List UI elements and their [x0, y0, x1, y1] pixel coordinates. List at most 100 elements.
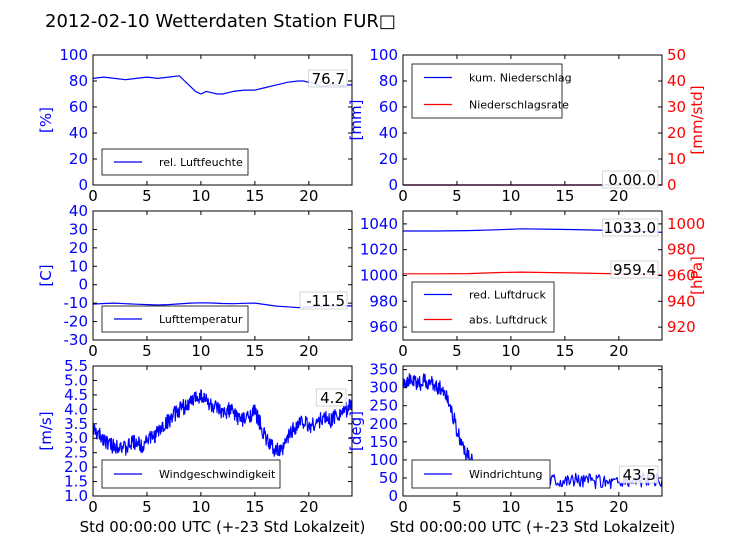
y2-tick-label-pressure-1000: 1000 [667, 215, 705, 233]
plot-frame-winddirection [402, 365, 663, 497]
value-annotation-box-temperature-0 [299, 291, 348, 310]
value-annotation-winddirection-0: 43.5 [623, 466, 656, 484]
value-annotation-box-windspeed-0 [315, 388, 347, 407]
x-tick-label-windspeed-20: 20 [299, 498, 318, 516]
x-tick-label-humidity-10: 10 [191, 187, 210, 205]
y-tick-label-humidity-60: 60 [69, 98, 88, 116]
y2-tick-label-pressure-940: 940 [667, 292, 696, 310]
y-axis-label-windspeed: [m/s] [37, 411, 55, 450]
y2-tick-label-precipitation-10: 10 [667, 150, 686, 168]
y-tick-label-windspeed-5: 5.0 [64, 371, 88, 389]
x-tick-label-precipitation-5: 5 [452, 187, 462, 205]
legend-label-pressure-0: red. Luftdruck [469, 289, 546, 302]
legend-label-winddirection-0: Windrichtung [469, 468, 542, 481]
y-tick-label-winddirection-300: 300 [369, 379, 398, 397]
plot-frame-precipitation [402, 54, 663, 186]
x-tick-label-precipitation-0: 0 [398, 187, 408, 205]
y-tick-label-precipitation-20: 20 [379, 150, 398, 168]
legend-label-precipitation-1: Niederschlagsrate [469, 99, 569, 112]
x-tick-label-winddirection-10: 10 [501, 498, 520, 516]
x-tick-label-humidity-15: 15 [245, 187, 264, 205]
y-tick-label-humidity-80: 80 [69, 72, 88, 90]
x-tick-label-pressure-15: 15 [555, 342, 574, 360]
y-tick-label-pressure-1040: 1040 [360, 215, 398, 233]
y-tick-label-precipitation-40: 40 [379, 124, 398, 142]
legend-box-pressure [411, 281, 555, 333]
x-tick-label-humidity-20: 20 [299, 187, 318, 205]
y-tick-label-winddirection-250: 250 [369, 397, 398, 415]
y2-tick-label-precipitation-30: 30 [667, 98, 686, 116]
y2-tick-label-precipitation-50: 50 [667, 46, 686, 64]
y-tick-label-windspeed-3.5: 3.5 [64, 415, 88, 433]
y-tick-label-humidity-20: 20 [69, 150, 88, 168]
x-tick-label-humidity-5: 5 [142, 187, 152, 205]
x-tick-label-humidity-0: 0 [88, 187, 98, 205]
x-tick-label-precipitation-15: 15 [555, 187, 574, 205]
x-tick-label-temperature-20: 20 [299, 342, 318, 360]
y2-tick-label-precipitation-40: 40 [667, 72, 686, 90]
y2-tick-label-precipitation-20: 20 [667, 124, 686, 142]
y-tick-label-precipitation-60: 60 [379, 98, 398, 116]
x-tick-label-temperature-0: 0 [88, 342, 98, 360]
y-tick-label-windspeed-5.5: 5.5 [64, 357, 88, 375]
figure-title: 2012-02-10 Wetterdaten Station FUR□ [45, 11, 396, 32]
y-tick-label-winddirection-200: 200 [369, 415, 398, 433]
series-line-windspeed-0 [92, 389, 353, 457]
value-annotation-pressure-0: 1033.0 [604, 219, 657, 237]
value-annotation-box-precipitation-0 [602, 170, 659, 189]
y-tick-label-pressure-1000: 1000 [360, 267, 398, 285]
x-tick-label-winddirection-5: 5 [452, 498, 462, 516]
x-tick-label-pressure-5: 5 [452, 342, 462, 360]
x-tick-label-precipitation-20: 20 [609, 187, 628, 205]
value-annotation-pressure-1: 959.4 [613, 261, 656, 279]
y-tick-label-winddirection-100: 100 [369, 451, 398, 469]
y-tick-label-precipitation-0: 0 [388, 176, 398, 194]
value-annotation-box-pressure-0 [602, 218, 659, 237]
panel-windspeed: 0 5 10 15 20 1.01.52.02.53.03.54.04.55.05.5 [m… [37, 357, 365, 536]
panel-humidity: 0 5 10 15 20 0 20 40 60 80 100 [%] rel. Luftfeuchte 7… [37, 46, 353, 205]
y-tick-label-pressure-1020: 1020 [360, 241, 398, 259]
x-tick-label-temperature-15: 15 [245, 342, 264, 360]
y-tick-label-temperature--20: -20 [64, 313, 89, 331]
y-tick-label-temperature-10: 10 [69, 257, 88, 275]
panel-pressure: 0 5 10 15 20 960 980 1000 1020 1040 920 940 960 980 10… [360, 210, 706, 360]
value-annotation-temperature-0: -11.5 [306, 292, 345, 310]
y-tick-label-windspeed-4: 4.0 [64, 400, 88, 418]
y2-axis-label-pressure: [hPa] [688, 256, 706, 295]
x-axis-label-windspeed: Std 00:00:00 UTC (+-23 Std Lokalzeit) [80, 518, 366, 536]
value-annotation-windspeed-0: 4.2 [320, 389, 344, 407]
y-tick-label-windspeed-1.5: 1.5 [64, 473, 88, 491]
value-annotation-box-pressure-1 [610, 260, 659, 279]
plot-frame-temperature [92, 210, 353, 341]
x-axis-label-winddirection: Std 00:00:00 UTC (+-23 Std Lokalzeit) [390, 518, 676, 536]
legend-label-pressure-1: abs. Luftdruck [469, 314, 548, 327]
legend-label-humidity-0: rel. Luftfeuchte [159, 156, 243, 169]
y-tick-label-humidity-40: 40 [69, 124, 88, 142]
y-tick-label-pressure-980: 980 [369, 292, 398, 310]
y-tick-label-winddirection-150: 150 [369, 433, 398, 451]
y-axis-label-precipitation: [mm] [347, 100, 365, 141]
y-tick-label-windspeed-4.5: 4.5 [64, 386, 88, 404]
x-tick-label-pressure-0: 0 [398, 342, 408, 360]
y-tick-label-temperature-40: 40 [69, 202, 88, 220]
x-tick-label-winddirection-15: 15 [555, 498, 574, 516]
value-annotation-humidity-0: 76.7 [312, 70, 345, 88]
y-axis-label-temperature: [C] [37, 264, 55, 286]
y-tick-label-temperature--30: -30 [64, 331, 89, 349]
y-axis-label-winddirection: [deg] [347, 411, 365, 451]
y-tick-label-windspeed-2: 2.0 [64, 458, 88, 476]
y-tick-label-precipitation-80: 80 [379, 72, 398, 90]
y-tick-label-windspeed-1: 1.0 [64, 487, 88, 505]
y-tick-label-temperature-0: 0 [78, 276, 88, 294]
x-tick-label-windspeed-10: 10 [191, 498, 210, 516]
y2-tick-label-pressure-920: 920 [667, 318, 696, 336]
y2-axis-label-precipitation: [mm/std] [688, 85, 706, 154]
y2-tick-label-pressure-960: 960 [667, 267, 696, 285]
panel-precipitation: 0 5 10 15 20 0 20 40 60 80 100 0 10 20 30 40 50 [mm] [mm/s… [347, 46, 706, 205]
plot-frame-humidity [92, 54, 353, 186]
value-annotation-precipitation-0: 0.00.0 [608, 171, 656, 189]
y-axis-label-humidity: [%] [37, 107, 55, 133]
